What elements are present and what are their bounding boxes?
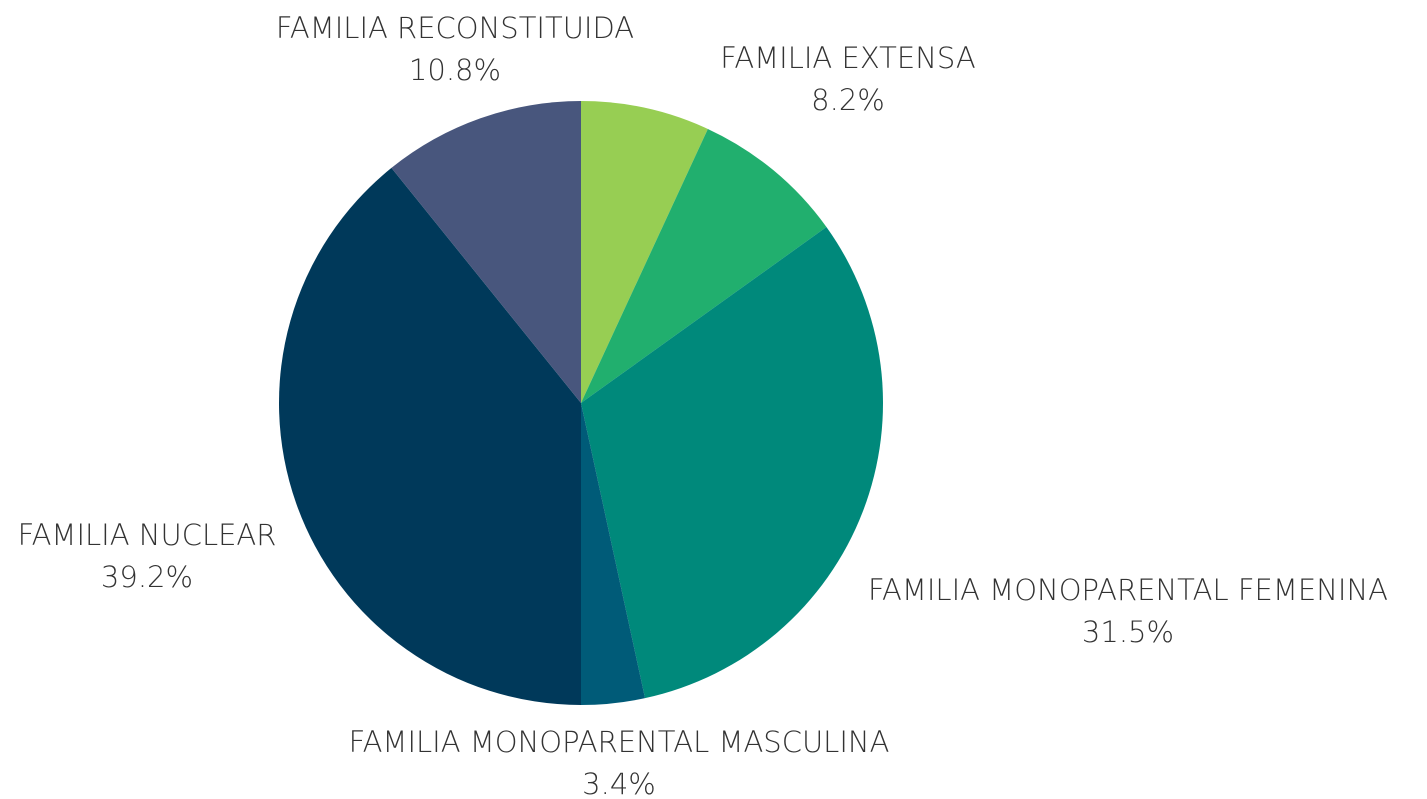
pie-slice xyxy=(581,227,883,699)
slice-label: FAMILIA MONOPARENTAL MASCULINA xyxy=(349,725,890,759)
slice-label: FAMILIA NUCLEAR xyxy=(18,518,277,552)
pie-slice xyxy=(581,101,708,403)
pie-slice xyxy=(278,167,581,705)
slice-label: FAMILIA EXTENSA xyxy=(720,41,975,75)
pie-slice xyxy=(391,101,581,403)
slice-value-label: 31.5% xyxy=(1082,615,1174,649)
slice-label: FAMILIA RECONSTITUIDA xyxy=(276,11,634,45)
pie-slice xyxy=(581,128,827,403)
slice-value-label: 10.8% xyxy=(409,53,501,87)
slice-value-label: 8.2% xyxy=(811,83,885,117)
pie-slice xyxy=(581,403,646,705)
slice-label: FAMILIA MONOPARENTAL FEMENINA xyxy=(868,573,1388,607)
slice-value-label: 3.4% xyxy=(582,767,656,799)
slice-value-label: 39.2% xyxy=(101,560,193,594)
